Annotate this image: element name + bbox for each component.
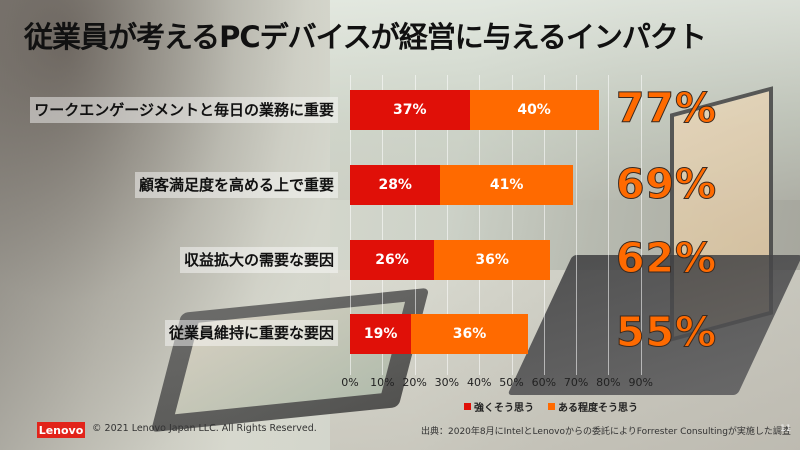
total-value: 77% xyxy=(615,84,718,133)
bar-row-3: 26% 36% xyxy=(350,240,551,280)
lenovo-logo: Lenovo xyxy=(37,422,85,438)
category-label: 収益拡大の需要な要因 xyxy=(179,247,338,273)
x-tick-label: 60% xyxy=(531,376,557,389)
bar-row-2: 28% 41% xyxy=(350,165,573,205)
category-label: 従業員維持に重要な要因 xyxy=(164,320,338,346)
bar-segment-strong: 37% xyxy=(350,90,470,130)
slide-title: 従業員が考えるPCデバイスが経営に与えるインパクト xyxy=(24,20,707,54)
gridline xyxy=(382,75,384,375)
total-value: 62% xyxy=(615,234,718,283)
x-tick-label: 20% xyxy=(402,376,427,389)
gridline xyxy=(640,75,642,375)
legend-swatch-strong-icon xyxy=(464,403,471,410)
gridline xyxy=(608,75,610,375)
gridline xyxy=(543,75,545,375)
total-value: 55% xyxy=(615,308,718,357)
total-value: 69% xyxy=(615,160,718,209)
gridline xyxy=(511,75,513,375)
bar-row-1: 37% 40% xyxy=(350,90,599,130)
bar-segment-strong: 19% xyxy=(350,314,412,354)
page-number: 11 xyxy=(780,424,792,434)
x-tick-label: 80% xyxy=(596,376,621,389)
chart-legend: 強くそう思う ある程度そう思う xyxy=(464,399,638,414)
x-tick-label: 30% xyxy=(434,376,460,389)
bar-segment-some: 36% xyxy=(433,240,551,280)
category-label: 顧客満足度を高める上で重要 xyxy=(134,172,338,198)
copyright-text: © 2021 Lenovo Japan LLC. All Rights Rese… xyxy=(92,423,317,434)
legend-label: ある程度そう思う xyxy=(558,403,638,414)
category-label: ワークエンゲージメントと毎日の業務に重要 xyxy=(30,97,338,123)
x-tick-label: 50% xyxy=(499,376,524,389)
gridline xyxy=(479,75,481,375)
legend-item-some: ある程度そう思う xyxy=(548,399,638,414)
bar-segment-strong: 28% xyxy=(350,165,441,205)
gridline xyxy=(446,75,448,375)
bar-segment-some: 36% xyxy=(411,314,528,354)
legend-label: 強くそう思う xyxy=(474,403,534,414)
gridline xyxy=(576,75,578,375)
legend-item-strong: 強くそう思う xyxy=(464,399,534,414)
x-tick-label: 10% xyxy=(370,376,395,389)
legend-swatch-some-icon xyxy=(548,403,555,410)
bar-segment-strong: 26% xyxy=(350,240,434,280)
x-tick-label: 0% xyxy=(341,376,359,389)
bar-row-4: 19% 36% xyxy=(350,314,528,354)
source-citation: 出典：2020年8月にIntelとLenovoからの委託によりForrester… xyxy=(421,427,791,437)
bar-segment-some: 41% xyxy=(440,165,573,205)
x-tick-label: 40% xyxy=(466,376,492,389)
x-tick-label: 70% xyxy=(563,376,589,389)
gridline xyxy=(414,75,416,375)
x-axis-ticks: 0% 10% 20% 30% 40% 50% 60% 70% 80% 90% xyxy=(0,376,800,392)
gridline xyxy=(350,75,351,375)
x-tick-label: 90% xyxy=(628,376,653,389)
bar-segment-some: 40% xyxy=(469,90,599,130)
